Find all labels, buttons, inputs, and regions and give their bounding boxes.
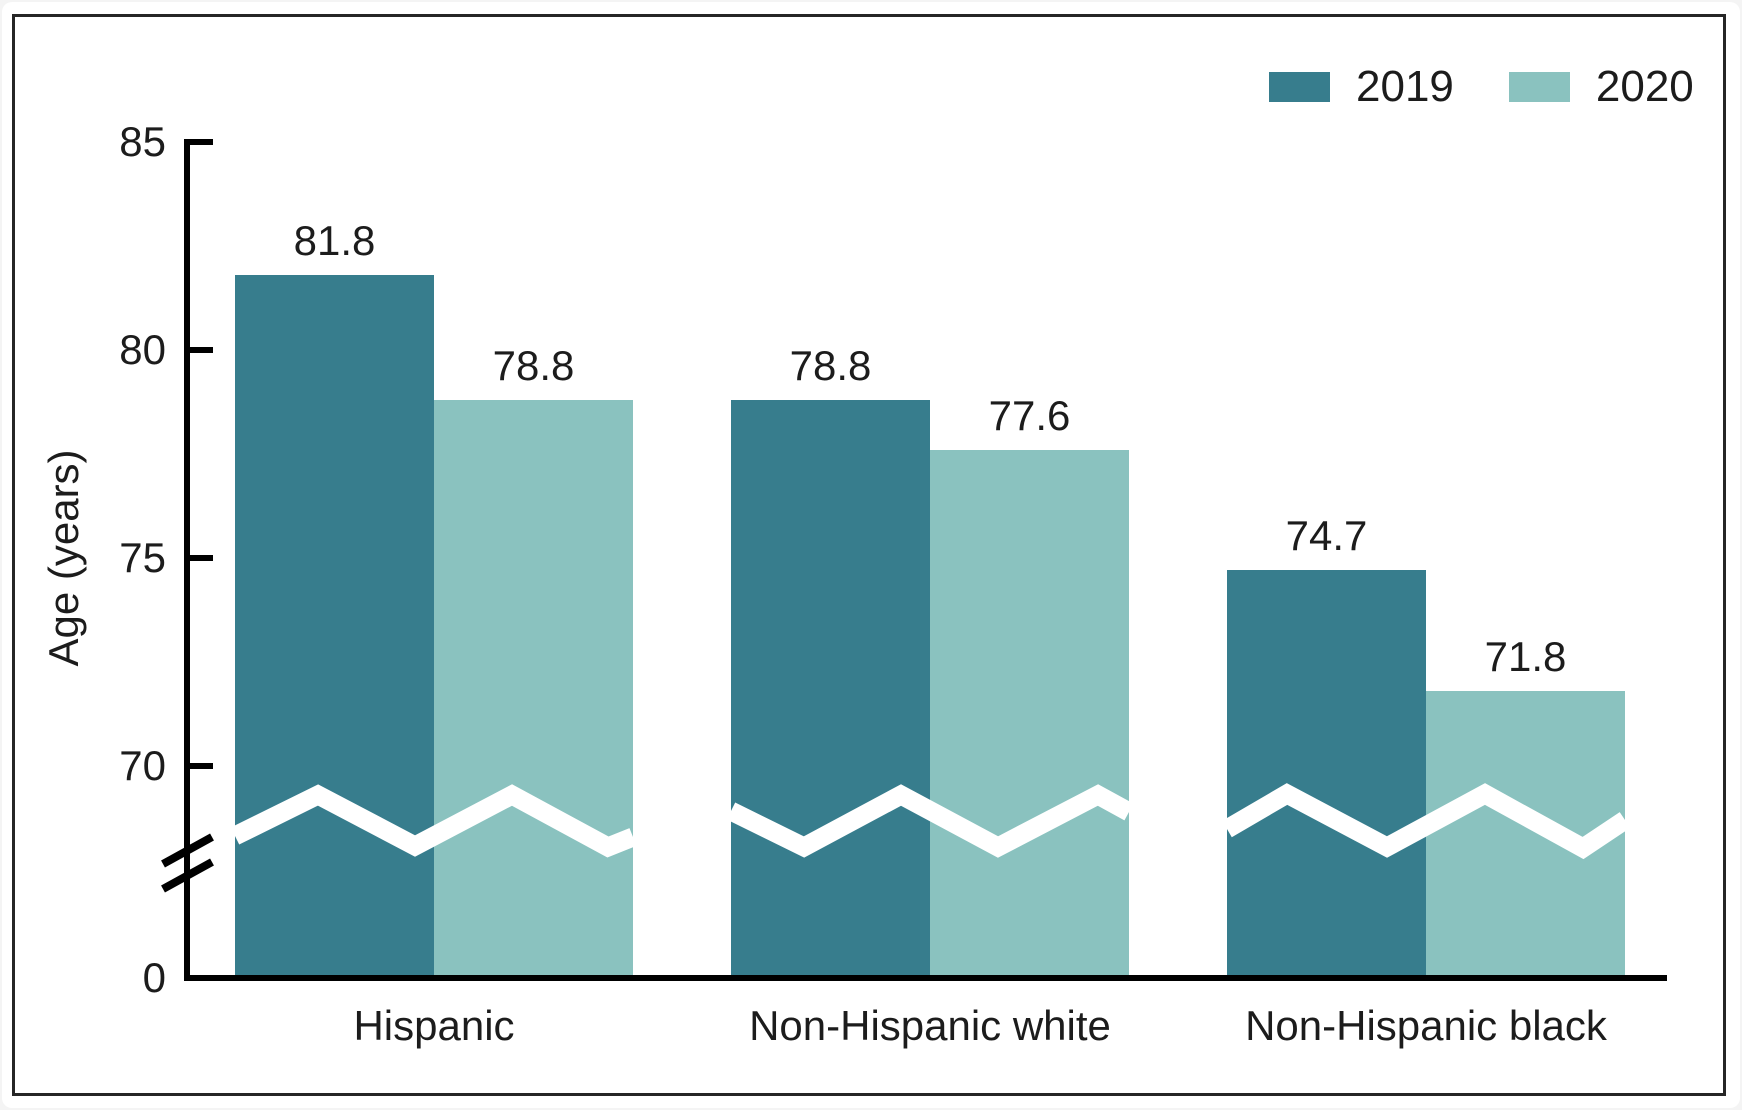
x-category-label: Non-Hispanic black (1245, 1002, 1607, 1049)
bar-value-label: 81.8 (293, 217, 376, 265)
y-tick-label: 70 (119, 742, 166, 789)
bar-value-label: 78.8 (789, 341, 872, 389)
bar-2020 (434, 399, 633, 975)
y-tick-label: 85 (119, 118, 166, 165)
legend-label-2020: 2020 (1595, 62, 1694, 111)
bar-break-zigzag-icon (731, 784, 1129, 858)
bar-2019 (731, 399, 930, 975)
bar-break-zigzag-icon (235, 784, 633, 858)
bar-2020 (930, 449, 1129, 975)
y-tick-label: 80 (119, 326, 166, 373)
y-tick-mark (187, 347, 213, 353)
legend-swatch-2019 (1269, 72, 1330, 102)
bar-2019 (235, 275, 434, 975)
x-category-label: Hispanic (353, 1002, 515, 1049)
legend-swatch-2020 (1508, 72, 1570, 102)
bar-value-label: 77.6 (988, 391, 1071, 439)
figure-frame (12, 14, 1726, 1096)
y-tick-label: 75 (119, 534, 166, 581)
bar-value-label: 71.8 (1484, 633, 1567, 681)
y-tick-mark (187, 763, 213, 769)
bar-value-label: 74.7 (1285, 512, 1368, 560)
x-axis-line (184, 975, 1667, 981)
legend: 2019 2020 (1269, 62, 1694, 111)
y-tick-mark (187, 139, 213, 145)
y-tick-mark (187, 555, 213, 561)
bar-value-label: 78.8 (492, 341, 575, 389)
legend-label-2019: 2019 (1356, 62, 1454, 111)
y-axis-break-icon (161, 833, 214, 893)
x-category-label: Non-Hispanic white (749, 1002, 1111, 1049)
y-tick-label: 0 (142, 954, 166, 1001)
bar-2019 (1227, 570, 1426, 975)
bar-break-zigzag-icon (1227, 783, 1625, 860)
